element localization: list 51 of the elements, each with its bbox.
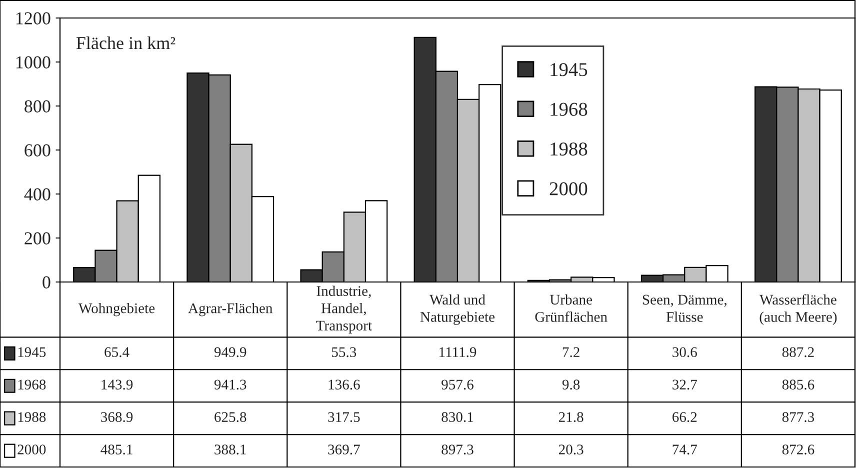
legend-label: 1988 — [550, 142, 588, 156]
y-tick-label: 1000 — [16, 56, 50, 68]
x-tick-label: Wohngebiete — [78, 302, 155, 316]
x-tick-label: Industrie, Handel, Transport — [316, 286, 372, 334]
data-label: 877.3 — [782, 412, 814, 422]
y-tick-label: 0 — [42, 276, 50, 288]
x-tick-label: Seen, Dämme, Flüsse — [642, 294, 726, 322]
data-label: 949.9 — [214, 347, 246, 358]
data-label: 872.6 — [782, 444, 814, 454]
data-label: 32.7 — [672, 380, 697, 390]
x-tick-label: Wasserfläche (auch Meere) — [760, 294, 837, 325]
data-label: 625.8 — [214, 412, 246, 422]
data-label: 136.6 — [328, 380, 360, 390]
y-tick-label: 600 — [24, 144, 50, 156]
data-label: 21.8 — [558, 412, 584, 422]
x-tick-label: Agrar-Flächen — [188, 302, 273, 316]
data-label: 55.3 — [332, 347, 356, 358]
data-label: 941.3 — [214, 380, 246, 390]
y-tick-label: 400 — [24, 188, 50, 200]
data-label: 143.9 — [102, 380, 133, 390]
data-label: 9.8 — [562, 380, 580, 390]
data-label: 388.1 — [214, 444, 246, 454]
text: 1945 — [18, 347, 46, 358]
data-label: 369.7 — [328, 444, 360, 454]
data-label: 885.6 — [782, 380, 814, 390]
legend-label: 1945 — [550, 63, 588, 76]
text: 1968 — [18, 380, 46, 390]
text: 2000 — [18, 444, 46, 454]
legend-label: 2000 — [550, 182, 588, 196]
data-label: 20.3 — [558, 444, 584, 454]
data-label: 830.1 — [442, 412, 474, 422]
y-tick-label: 1200 — [16, 12, 50, 24]
data-label: 30.6 — [672, 347, 697, 358]
y-axis-title: Fläche in km² — [76, 36, 176, 50]
data-label: 485.1 — [100, 444, 132, 454]
data-label: 887.2 — [782, 347, 814, 358]
data-label: 897.3 — [442, 444, 474, 454]
data-label: 317.5 — [328, 412, 360, 422]
legend-label: 1968 — [550, 102, 588, 116]
y-tick-label: 800 — [24, 100, 50, 112]
data-label: 7.2 — [562, 347, 580, 358]
data-label: 368.9 — [101, 412, 133, 422]
x-tick-label: Wald und Naturgebiete — [420, 294, 495, 325]
x-tick-label: Urbane Grünflächen — [535, 294, 608, 322]
data-label: 65.4 — [104, 347, 130, 358]
data-label: 66.2 — [672, 412, 697, 422]
data-label: 74.7 — [672, 444, 697, 454]
data-label: 957.6 — [442, 380, 474, 390]
text: 1988 — [18, 412, 46, 422]
data-label: 1111.9 — [440, 347, 476, 358]
y-tick-label: 200 — [24, 232, 50, 244]
